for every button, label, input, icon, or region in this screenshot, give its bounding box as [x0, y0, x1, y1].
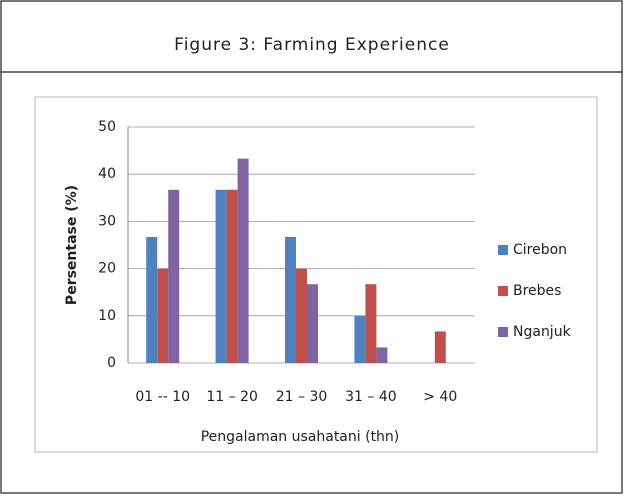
- legend-swatch: [498, 327, 508, 337]
- x-tick-label: > 40: [423, 389, 457, 405]
- bar: [226, 189, 238, 363]
- bar: [237, 158, 249, 363]
- bar: [215, 189, 227, 363]
- x-tick-label: 21 – 30: [276, 389, 328, 405]
- bar: [146, 236, 158, 363]
- x-tick-label: 11 – 20: [206, 389, 258, 405]
- header-title: Figure 3: Farming Experience: [174, 35, 450, 55]
- y-tick-label: 10: [98, 308, 116, 324]
- legend-label: Brebes: [513, 283, 561, 299]
- y-tick-label: 0: [107, 355, 116, 371]
- y-axis-label: Persentase (%): [64, 185, 80, 305]
- bar: [434, 331, 446, 363]
- x-axis-label: Pengalaman usahatani (thn): [201, 429, 400, 445]
- bar: [376, 347, 388, 363]
- bar: [307, 284, 318, 363]
- bar: [168, 189, 180, 363]
- y-tick-label: 30: [98, 213, 116, 229]
- x-tick-label: 01 -- 10: [135, 389, 190, 405]
- y-tick-label: 40: [98, 166, 116, 182]
- legend-swatch: [498, 245, 508, 255]
- x-tick-label: 31 – 40: [345, 389, 397, 405]
- bar: [354, 315, 366, 363]
- y-tick-label: 50: [98, 119, 116, 135]
- legend-label: Nganjuk: [513, 324, 572, 340]
- chart-box: [34, 96, 598, 453]
- legend-swatch: [498, 286, 508, 296]
- bar: [157, 268, 169, 363]
- y-tick-label: 20: [98, 261, 116, 277]
- bar: [296, 268, 307, 363]
- bar: [365, 284, 377, 363]
- legend-label: Cirebon: [513, 242, 567, 258]
- bar: [285, 236, 296, 363]
